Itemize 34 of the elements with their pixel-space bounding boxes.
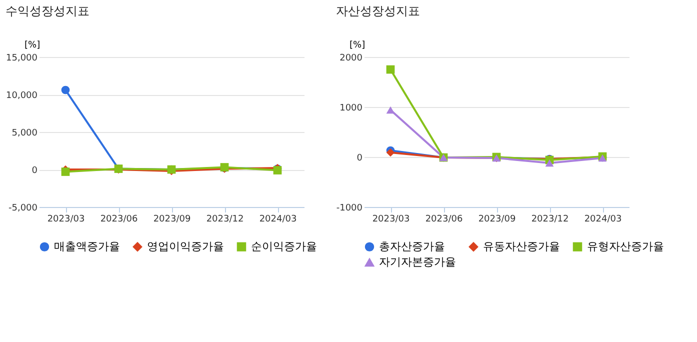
x-tick-label: 2023/12 [206,214,244,224]
x-tick-label: 2023/03 [372,214,410,224]
x-tick-label: 2023/06 [100,214,138,224]
x-tick-label: 2024/03 [584,214,622,224]
y-tick-label: 0 [356,154,363,164]
legend-label: 순이익증가율 [251,240,317,253]
y-tick-label: 1000 [340,104,363,114]
x-tick-label: 2023/12 [531,214,569,224]
legend-label: 유동자산증가율 [483,240,560,253]
legend-label: 총자산증가율 [379,240,445,253]
chart-title: 수익성장성지표 [6,4,90,18]
y-tick-label: 10,000 [6,91,38,101]
point [386,65,395,74]
x-tick-label: 2023/03 [47,214,85,224]
y-tick-label: 2000 [340,54,363,64]
y-tick-label: -1000 [336,204,363,214]
x-tick-label: 2023/09 [478,214,516,224]
y-tick-label: 0 [32,166,38,176]
y-tick-label: -5,000 [8,204,38,214]
y-tick-label: 5,000 [12,128,38,138]
y-axis-title: [%] [350,40,366,50]
point [61,86,70,94]
legend-label: 자기자본증가율 [379,256,456,268]
x-tick-label: 2023/09 [153,214,191,224]
x-tick-label: 2023/06 [425,214,463,224]
x-tick-label: 2024/03 [259,214,297,224]
y-tick-label: 15,000 [6,54,38,64]
point [61,168,70,176]
legend-label: 매출액증가율 [54,240,120,253]
legend-label: 유형자산증가율 [587,240,664,253]
legend-label: 영업이익증가율 [147,240,224,253]
y-axis-title: [%] [24,40,40,50]
chart-title: 자산성장성지표 [336,4,420,18]
point [545,159,554,167]
